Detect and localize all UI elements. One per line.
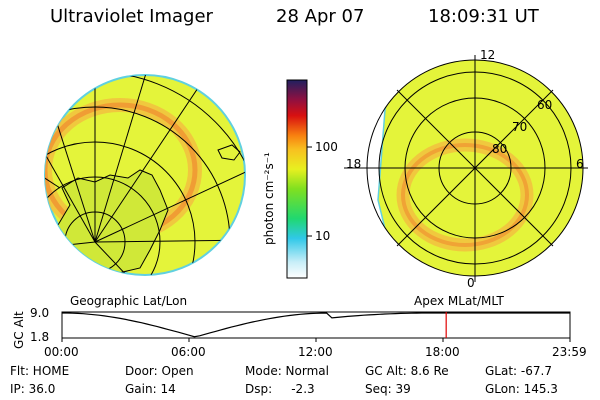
status-ip: IP: 36.0 [10,382,56,396]
colorbar [286,79,312,279]
altitude-xtick-0000: 00:00 [44,345,79,359]
status-door: Door: Open [125,364,194,378]
left-panel-caption: Geographic Lat/Lon [70,294,188,308]
magnetic-image [344,55,588,282]
right-panel-caption: Apex MLat/MLT [414,294,504,308]
altitude-xtick-2359: 23:59 [552,345,587,359]
mlt-18-label: 18 [346,157,362,171]
altitude-xtick-0600: 06:00 [171,345,206,359]
mlt-6-label: 6 [576,157,584,171]
colorbar-unit-label: photon cm⁻²s⁻¹ [262,152,276,245]
altitude-xtick-1800: 18:00 [425,345,460,359]
status-gain: Gain: 14 [125,382,176,396]
instrument-title: Ultraviolet Imager [50,6,213,27]
status-flight: Flt: HOME [10,364,70,378]
colorbar-tick-100: 100 [315,140,338,154]
mlat-70-label: 70 [512,120,528,134]
altitude-ylabel: GC Alt [12,311,26,349]
altitude-ytick-max: 9.0 [30,306,50,320]
altitude-curve [62,312,570,338]
time-label: 18:09:31 UT [428,6,539,27]
status-dsp: Dsp: -2.3 [245,382,315,396]
mlt-12-label: 12 [480,48,496,62]
mlt-0-label: 0 [467,276,475,290]
altitude-plot [61,311,571,342]
altitude-ytick-min: 1.8 [30,330,50,344]
geo-grid [45,75,245,275]
date-label: 28 Apr 07 [276,6,365,27]
geographic-image [44,74,246,276]
colorbar-tick-10: 10 [315,229,331,243]
status-seq: Seq: 39 [365,382,411,396]
altitude-ticks [61,338,571,342]
island-outline [217,144,241,161]
polar-grid [344,55,588,282]
altitude-plot-frame [61,311,571,339]
status-gc-alt: GC Alt: 8.6 Re [365,364,449,378]
status-glat: GLat: -67.7 [485,364,552,378]
altitude-xtick-1200: 12:00 [298,345,333,359]
status-glon: GLon: 145.3 [485,382,558,396]
mlat-60-label: 60 [537,98,553,112]
status-mode: Mode: Normal [245,364,329,378]
mlat-80-label: 80 [492,142,508,156]
colorbar-gradient [286,79,308,279]
